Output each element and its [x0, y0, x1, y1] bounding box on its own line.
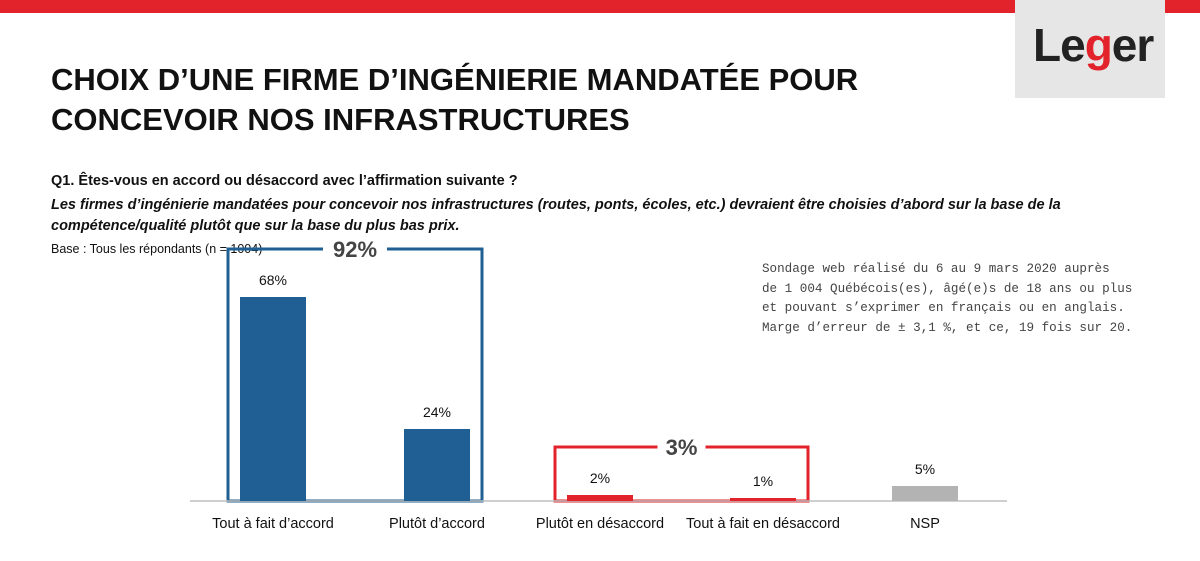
category-label-2: Plutôt en désaccord: [536, 516, 664, 532]
title-line-1: CHOIX D’UNE FIRME D’INGÉNIERIE MANDATÉE …: [51, 62, 859, 97]
top-accent-bar: [0, 0, 1200, 13]
methodology-line-1: Sondage web réalisé du 6 au 9 mars 2020 …: [762, 262, 1110, 276]
bar-0: [240, 297, 306, 501]
page-title: CHOIX D’UNE FIRME D’INGÉNIERIE MANDATÉE …: [51, 60, 951, 140]
statement-line-1: Les firmes d’ingénierie mandatées pour c…: [51, 197, 1061, 213]
category-label-0: Tout à fait d’accord: [212, 516, 334, 532]
value-label-4: 5%: [915, 461, 935, 477]
methodology-line-4: Marge d’erreur de ± 3,1 %, et ce, 19 foi…: [762, 320, 1133, 335]
statement-line-2: compétence/qualité plutôt que sur la bas…: [51, 218, 460, 234]
methodology-line-2: de 1 004 Québécois(es), âgé(e)s de 18 an…: [762, 281, 1133, 296]
category-label-1: Plutôt d’accord: [389, 516, 485, 532]
logo-wordmark: Leger: [1033, 19, 1154, 71]
question-text: Q1. Êtes-vous en accord ou désaccord ave…: [51, 173, 518, 189]
bar-4: [892, 486, 958, 501]
methodology-line-3: et pouvant s’exprimer en français ou en …: [762, 301, 1125, 315]
value-label-0: 68%: [259, 272, 287, 288]
group-total-label-0: 92%: [333, 237, 377, 262]
title-line-2: CONCEVOIR NOS INFRASTRUCTURES: [51, 102, 630, 137]
statement-text: Les firmes d’ingénierie mandatées pour c…: [51, 195, 1151, 237]
value-label-3: 1%: [753, 473, 773, 489]
group-total-label-1: 3%: [666, 435, 698, 460]
methodology-note: Sondage web réalisé du 6 au 9 mars 2020 …: [762, 260, 1182, 338]
base-note: Base : Tous les répondants (n = 1004): [51, 242, 263, 256]
value-label-1: 24%: [423, 404, 451, 420]
bar-2: [567, 495, 633, 501]
bar-3: [730, 498, 796, 501]
value-label-2: 2%: [590, 470, 610, 486]
category-label-3: Tout à fait en désaccord: [686, 516, 840, 532]
category-label-4: NSP: [910, 516, 940, 532]
leger-logo: Leger: [1015, 0, 1165, 98]
bar-1: [404, 429, 470, 501]
